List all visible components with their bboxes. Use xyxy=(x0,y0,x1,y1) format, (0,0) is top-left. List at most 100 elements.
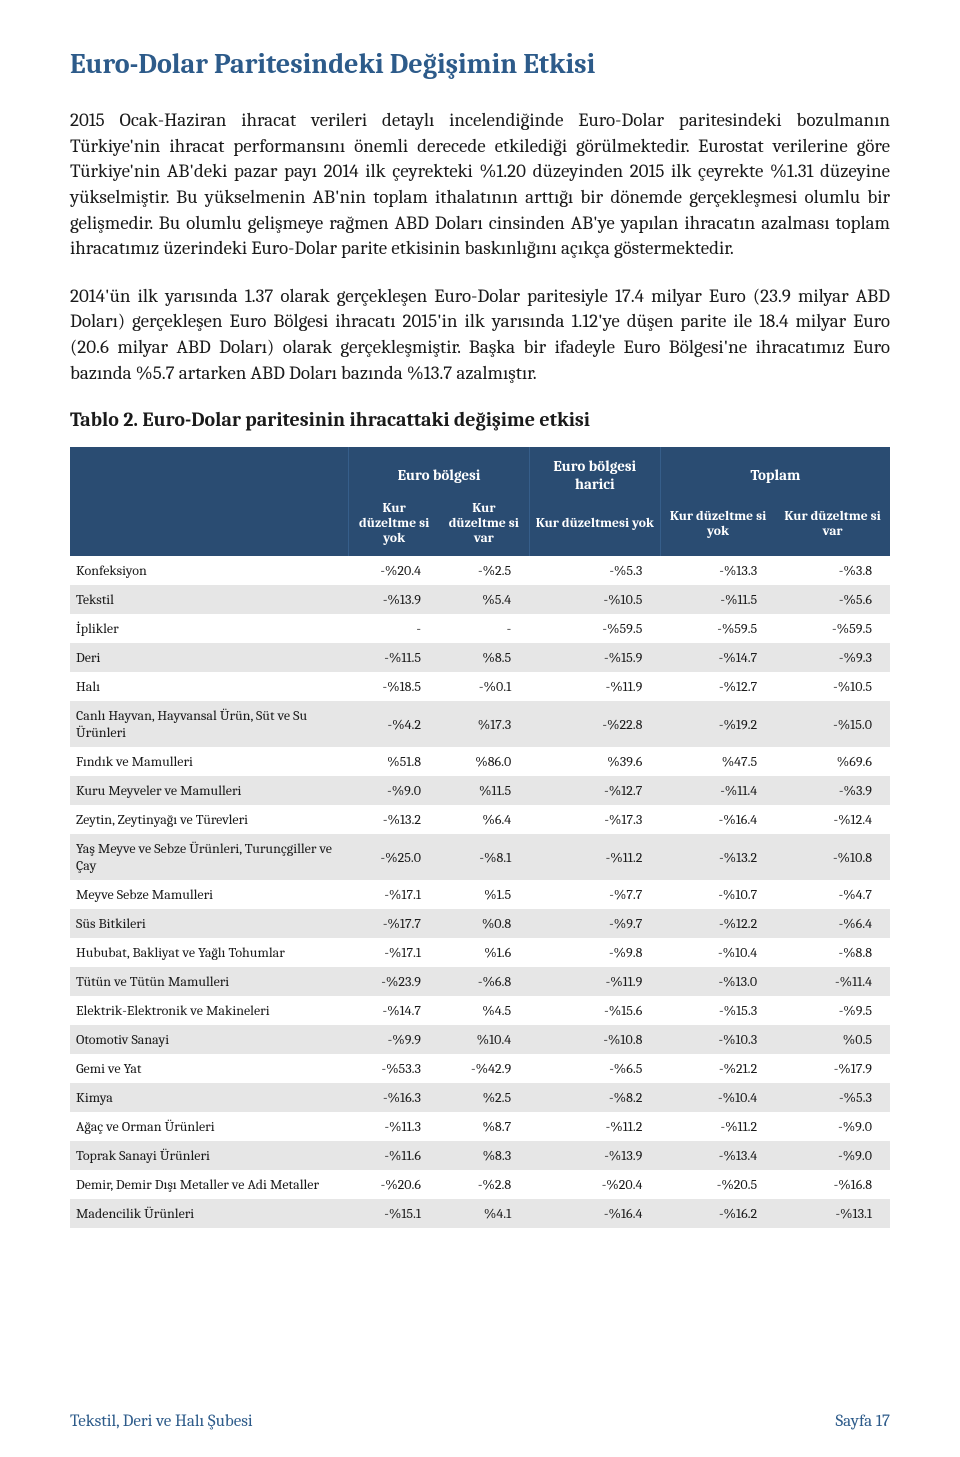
row-value: %47.5 xyxy=(660,747,775,776)
row-value: -%9.0 xyxy=(775,1141,890,1170)
row-value: -%9.9 xyxy=(349,1025,439,1054)
row-name: Tekstil xyxy=(70,585,349,614)
row-name: Canlı Hayvan, Hayvansal Ürün, Süt ve Su … xyxy=(70,701,349,747)
row-value: %86.0 xyxy=(439,747,529,776)
row-value: -%13.9 xyxy=(529,1141,660,1170)
row-value: %1.6 xyxy=(439,938,529,967)
row-value: -%59.5 xyxy=(775,614,890,643)
row-name: İplikler xyxy=(70,614,349,643)
row-name: Kimya xyxy=(70,1083,349,1112)
table-row: Ağaç ve Orman Ürünleri-%11.3%8.7-%11.2-%… xyxy=(70,1112,890,1141)
row-value: -%19.2 xyxy=(660,701,775,747)
row-value: -%12.7 xyxy=(660,672,775,701)
row-name: Fındık ve Mamulleri xyxy=(70,747,349,776)
table-body: Konfeksiyon-%20.4-%2.5-%5.3-%13.3-%3.8Te… xyxy=(70,556,890,1228)
table-caption: Tablo 2. Euro-Dolar paritesinin ihracatt… xyxy=(70,408,890,431)
header-group-total: Toplam xyxy=(660,447,890,497)
table-row: Yaş Meyve ve Sebze Ürünleri, Turunçgille… xyxy=(70,834,890,880)
table-row: Canlı Hayvan, Hayvansal Ürün, Süt ve Su … xyxy=(70,701,890,747)
row-value: -%16.2 xyxy=(660,1199,775,1228)
row-value: %4.1 xyxy=(439,1199,529,1228)
table-row: Madencilik Ürünleri-%15.1%4.1-%16.4-%16.… xyxy=(70,1199,890,1228)
row-value: -%53.3 xyxy=(349,1054,439,1083)
row-value: -%13.3 xyxy=(660,556,775,585)
row-value: -%11.9 xyxy=(529,672,660,701)
row-value: -%11.2 xyxy=(529,1112,660,1141)
row-value: -%12.4 xyxy=(775,805,890,834)
row-value: -%20.4 xyxy=(529,1170,660,1199)
row-value: -%10.4 xyxy=(660,1083,775,1112)
row-value: -%17.1 xyxy=(349,880,439,909)
row-value: -%10.3 xyxy=(660,1025,775,1054)
row-value: -%10.8 xyxy=(775,834,890,880)
table-row: Halı-%18.5-%0.1-%11.9-%12.7-%10.5 xyxy=(70,672,890,701)
row-name: Hububat, Bakliyat ve Yağlı Tohumlar xyxy=(70,938,349,967)
row-value: -%13.2 xyxy=(349,805,439,834)
row-value: -%8.2 xyxy=(529,1083,660,1112)
row-value: -%10.5 xyxy=(775,672,890,701)
row-value: -%6.5 xyxy=(529,1054,660,1083)
row-value: -%15.6 xyxy=(529,996,660,1025)
table-row: İplikler---%59.5-%59.5-%59.5 xyxy=(70,614,890,643)
row-value: %0.5 xyxy=(775,1025,890,1054)
row-value: -%2.8 xyxy=(439,1170,529,1199)
row-value: -%4.7 xyxy=(775,880,890,909)
row-value: -%8.8 xyxy=(775,938,890,967)
row-value: -%5.6 xyxy=(775,585,890,614)
table-row: Otomotiv Sanayi-%9.9%10.4-%10.8-%10.3%0.… xyxy=(70,1025,890,1054)
table-row: Tütün ve Tütün Mamulleri-%23.9-%6.8-%11.… xyxy=(70,967,890,996)
row-value: -%15.9 xyxy=(529,643,660,672)
row-value: %6.4 xyxy=(439,805,529,834)
table-row: Demir, Demir Dışı Metaller ve Adi Metall… xyxy=(70,1170,890,1199)
row-value: -%4.2 xyxy=(349,701,439,747)
row-value: %4.5 xyxy=(439,996,529,1025)
row-name: Elektrik-Elektronik ve Makineleri xyxy=(70,996,349,1025)
row-value: -%16.8 xyxy=(775,1170,890,1199)
row-value: -%12.7 xyxy=(529,776,660,805)
row-name: Tütün ve Tütün Mamulleri xyxy=(70,967,349,996)
table-row: Meyve Sebze Mamulleri-%17.1%1.5-%7.7-%10… xyxy=(70,880,890,909)
row-value: -%15.1 xyxy=(349,1199,439,1228)
row-value: -%17.3 xyxy=(529,805,660,834)
table-row: Elektrik-Elektronik ve Makineleri-%14.7%… xyxy=(70,996,890,1025)
row-value: -%11.5 xyxy=(349,643,439,672)
row-name: Otomotiv Sanayi xyxy=(70,1025,349,1054)
row-value: -%15.3 xyxy=(660,996,775,1025)
row-value: %69.6 xyxy=(775,747,890,776)
row-value: -%22.8 xyxy=(529,701,660,747)
row-value: -%7.7 xyxy=(529,880,660,909)
row-name: Meyve Sebze Mamulleri xyxy=(70,880,349,909)
header-sub-2: Kur düzeltme si var xyxy=(439,497,529,556)
header-sub-5: Kur düzeltme si var xyxy=(775,497,890,556)
row-value: -%11.2 xyxy=(660,1112,775,1141)
table-row: Zeytin, Zeytinyağı ve Türevleri-%13.2%6.… xyxy=(70,805,890,834)
page: { "colors": { "heading": "#2d5b8a", "the… xyxy=(0,0,960,1457)
row-value: -%13.1 xyxy=(775,1199,890,1228)
row-value: -%15.0 xyxy=(775,701,890,747)
row-value: -%16.3 xyxy=(349,1083,439,1112)
row-name: Deri xyxy=(70,643,349,672)
row-value: -%13.2 xyxy=(660,834,775,880)
table-row: Tekstil-%13.9%5.4-%10.5-%11.5-%5.6 xyxy=(70,585,890,614)
row-value: %51.8 xyxy=(349,747,439,776)
row-value: -%13.9 xyxy=(349,585,439,614)
row-value: %0.8 xyxy=(439,909,529,938)
row-value: -%42.9 xyxy=(439,1054,529,1083)
row-value: %17.3 xyxy=(439,701,529,747)
row-value: -%10.5 xyxy=(529,585,660,614)
row-value: %10.4 xyxy=(439,1025,529,1054)
row-value: -%9.8 xyxy=(529,938,660,967)
row-value: -%3.8 xyxy=(775,556,890,585)
table-row: Hububat, Bakliyat ve Yağlı Tohumlar-%17.… xyxy=(70,938,890,967)
row-value: %11.5 xyxy=(439,776,529,805)
table-row: Kimya-%16.3%2.5-%8.2-%10.4-%5.3 xyxy=(70,1083,890,1112)
row-value: -%20.5 xyxy=(660,1170,775,1199)
row-name: Konfeksiyon xyxy=(70,556,349,585)
row-value: -%11.3 xyxy=(349,1112,439,1141)
row-value: -%20.4 xyxy=(349,556,439,585)
header-group-euro: Euro bölgesi xyxy=(349,447,529,497)
row-value: -%5.3 xyxy=(775,1083,890,1112)
row-value: -%9.0 xyxy=(349,776,439,805)
row-value: -%13.0 xyxy=(660,967,775,996)
row-value: -%18.5 xyxy=(349,672,439,701)
